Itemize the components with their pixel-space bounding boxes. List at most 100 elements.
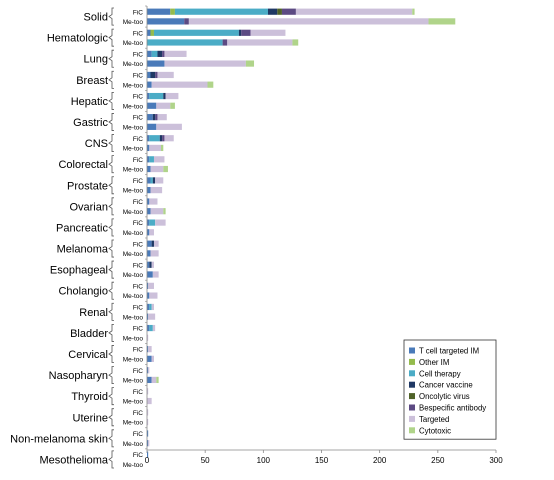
bar-segment	[153, 29, 239, 36]
bar-segment	[147, 187, 151, 194]
bar-label: FiC	[133, 157, 143, 164]
bar-segment	[155, 114, 158, 121]
bar-label: Me-too	[123, 40, 144, 47]
category-label: Colorectal	[58, 159, 108, 171]
bar-segment	[149, 92, 164, 100]
legend-swatch	[409, 358, 415, 365]
bar-segment	[147, 324, 150, 332]
bar-label: Me-too	[123, 441, 144, 448]
bar-segment	[164, 135, 174, 142]
category-label: Nasopharyn	[49, 370, 108, 382]
bar-segment	[147, 229, 150, 236]
legend-swatch	[409, 393, 415, 400]
bar-segment	[250, 29, 286, 36]
bar-label: FiC	[133, 136, 143, 143]
bar-segment	[170, 102, 175, 109]
bar-segment	[151, 355, 154, 362]
bar-segment	[147, 409, 149, 416]
bar-label: FiC	[133, 220, 143, 227]
bar-segment	[147, 102, 157, 109]
bar-segment	[156, 376, 159, 384]
bar-segment	[147, 367, 149, 374]
bar-label: Me-too	[123, 124, 144, 131]
category-bracket	[108, 408, 114, 427]
bar-segment	[147, 177, 151, 184]
legend-swatch	[409, 404, 415, 411]
bar-label: FiC	[133, 94, 143, 101]
bar-segment	[147, 303, 150, 311]
bar-segment	[163, 208, 166, 215]
bar-segment	[227, 39, 293, 46]
bar-segment	[147, 292, 150, 299]
bar-segment	[157, 71, 174, 79]
x-tick-label: 100	[257, 456, 271, 465]
x-tick-label: 0	[145, 456, 150, 465]
category-bracket	[108, 302, 114, 321]
category-label: Esophageal	[50, 265, 108, 277]
legend-label: Other IM	[419, 358, 449, 367]
bar-label: FiC	[133, 262, 143, 269]
category-label: CNS	[85, 138, 108, 150]
bar-segment	[149, 156, 154, 163]
category-label: Uterine	[73, 412, 108, 424]
bar-segment	[147, 29, 151, 36]
category-bracket	[108, 345, 114, 363]
bar-segment	[147, 208, 151, 215]
bar-segment	[147, 282, 149, 289]
category-label: Hematologic	[47, 33, 109, 45]
bar-segment	[150, 29, 154, 36]
bar-label: FiC	[133, 30, 143, 37]
bar-segment	[157, 50, 163, 57]
bar-segment	[147, 430, 149, 437]
legend-box	[403, 339, 497, 440]
bar-segment	[277, 8, 282, 15]
x-tick-label: 250	[431, 456, 445, 465]
category-bracket	[108, 176, 114, 195]
legend-label: Cancer vaccine	[419, 381, 473, 390]
bar-segment	[153, 156, 165, 163]
bar-segment	[163, 165, 168, 173]
x-tick-label: 150	[315, 456, 329, 465]
category-label: Lung	[84, 54, 108, 66]
bar-segment	[147, 114, 153, 121]
bar-label: Me-too	[123, 420, 144, 427]
bar-segment	[151, 240, 154, 247]
category-label: Renal	[79, 307, 108, 319]
category-label: Cervical	[68, 349, 108, 361]
category-label: Prostate	[67, 180, 108, 192]
bar-segment	[149, 303, 152, 311]
bar-segment	[150, 250, 159, 257]
bar-label: FiC	[133, 347, 143, 354]
bar-segment	[150, 165, 164, 173]
bar-segment	[153, 240, 159, 247]
bar-segment	[148, 282, 154, 289]
bar-segment	[292, 39, 299, 46]
category-bracket	[108, 49, 114, 68]
bar-segment	[155, 219, 166, 226]
bar-segment	[149, 292, 158, 299]
category-label: Melanoma	[57, 244, 109, 256]
bar-segment	[148, 313, 156, 320]
bar-segment	[281, 8, 296, 15]
bar-segment	[147, 261, 150, 268]
bar-segment	[149, 219, 156, 226]
category-label: Gastric	[73, 117, 108, 129]
bar-segment	[147, 60, 165, 67]
category-label: Mesothelioma	[40, 454, 109, 466]
bar-segment	[150, 177, 153, 184]
bar-segment	[238, 29, 242, 36]
category-bracket	[108, 28, 114, 47]
bar-segment	[147, 135, 150, 142]
bar-segment	[428, 18, 456, 25]
legend-label: Bespecific antibody	[419, 404, 486, 413]
bar-segment	[151, 376, 157, 384]
category-bracket	[108, 323, 114, 342]
bar-segment	[147, 39, 223, 46]
bar-segment	[157, 114, 167, 121]
bar-label: FiC	[133, 368, 143, 375]
bar-segment	[147, 271, 153, 278]
category-bracket	[108, 113, 114, 131]
bar-segment	[162, 135, 165, 142]
bar-segment	[147, 346, 149, 353]
legend-swatch	[409, 415, 415, 422]
